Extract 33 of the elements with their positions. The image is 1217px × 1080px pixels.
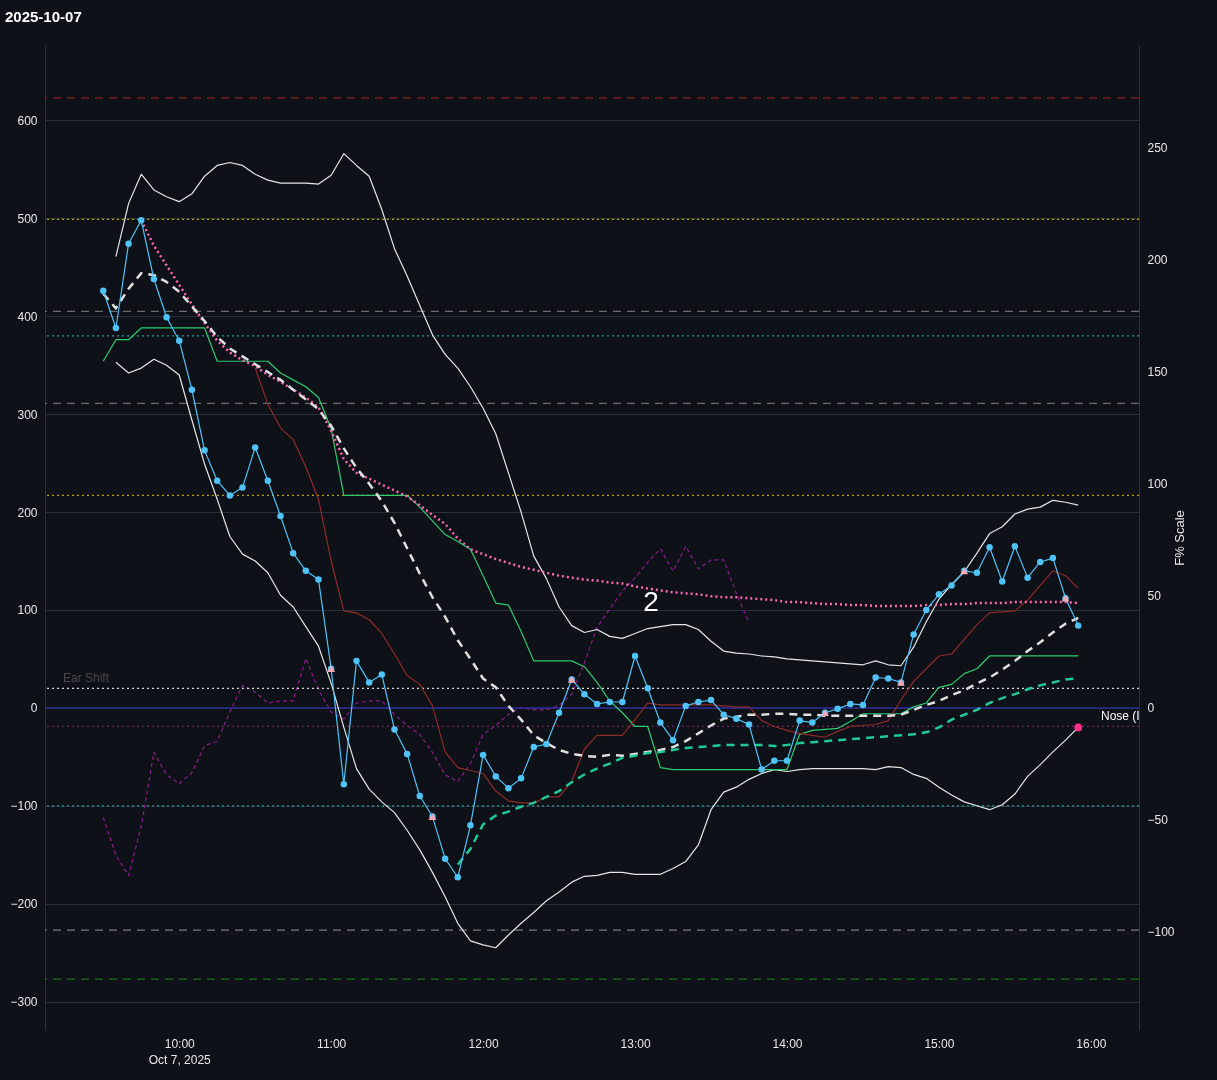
x-tick-label: 15:00	[924, 1036, 955, 1051]
x-tick-label: 12:00	[468, 1036, 499, 1051]
y-tick-label: 500	[17, 211, 38, 226]
y2-tick-label: 200	[1147, 253, 1168, 268]
y-tick-label: 200	[17, 505, 38, 520]
y2-tick-label: 0	[1147, 701, 1155, 716]
y2-tick-label: −50	[1147, 813, 1169, 828]
y-tick-label: 400	[17, 309, 38, 324]
ref-line-label: Ear Shift	[63, 671, 110, 686]
y-tick-label: 100	[17, 603, 38, 618]
chart-title: 2025-10-07	[5, 8, 82, 25]
y2-tick-label: 50	[1147, 589, 1162, 604]
point	[1074, 723, 1083, 732]
x-tick-label: 16:00	[1076, 1036, 1107, 1051]
y2-tick-label: 250	[1147, 141, 1168, 156]
y2-tick-label: −100	[1147, 925, 1175, 939]
y-tick-label: 0	[30, 701, 38, 716]
y-tick-label: −200	[10, 897, 38, 912]
x-tick-label: 11:00	[317, 1036, 347, 1051]
y2-axis-title: F% Scale	[1171, 510, 1187, 566]
y-tick-label: −100	[10, 799, 38, 814]
x-tick-label: 14:00	[772, 1036, 803, 1051]
y-tick-label: 300	[17, 407, 38, 422]
annotation: Nose (I	[1101, 709, 1140, 723]
annotation: 2	[643, 586, 659, 617]
line-series	[254, 367, 1079, 804]
y2-tick-label: 100	[1147, 477, 1168, 492]
y-tick-label: 600	[17, 113, 38, 128]
x-tick-label: 10:00 Oct 7, 2025	[148, 1036, 212, 1067]
y2-tick-label: 150	[1147, 365, 1168, 380]
x-tick-label: 13:00	[620, 1036, 651, 1051]
y-tick-label: −300	[10, 995, 38, 1010]
line-series	[115, 153, 1079, 667]
